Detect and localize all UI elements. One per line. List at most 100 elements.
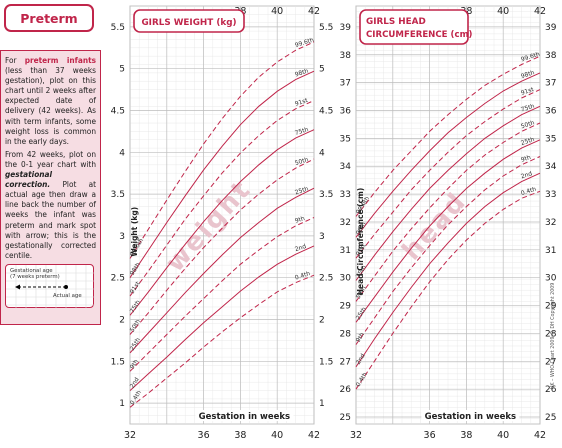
weight-centile-label-end: 75th	[294, 126, 309, 137]
weight-title-box	[133, 9, 245, 33]
weight-title: GIRLS WEIGHT (kg)	[141, 18, 236, 28]
head-centile-91st	[355, 89, 541, 259]
weight-y-tick-right: 3	[319, 232, 325, 242]
head-y-tick-left: 37	[340, 79, 351, 89]
head-y-tick-left: 33	[340, 190, 351, 200]
weight-y-tick-right: 1	[319, 399, 325, 409]
head-centile-label-end: 9th	[520, 154, 532, 164]
head-x-tick-top: 42	[534, 6, 546, 17]
head-centile-0-4th	[355, 190, 541, 390]
instructions-paragraph-1: For preterm infants (less than 37 weeks …	[5, 55, 96, 146]
weight-y-tick-right: 4.5	[319, 107, 333, 117]
head-title-box	[359, 9, 469, 45]
weight-x-tick-bottom: 36	[198, 430, 210, 441]
weight-y-tick-right: 5.5	[319, 23, 333, 33]
preterm-title-box: Preterm	[4, 4, 94, 32]
head-y-tick-left: 34	[340, 162, 352, 172]
head-centile-label-end: 25th	[520, 136, 535, 147]
weight-centile-9th	[129, 217, 315, 372]
weight-x-tick-top: 40	[271, 6, 283, 17]
weight-centile-98th	[129, 70, 315, 278]
weight-centile-75th	[129, 129, 315, 316]
para1-bold: preterm infants	[24, 55, 96, 65]
weight-y-tick-right: 3.5	[319, 190, 333, 200]
head-centile-2nd	[355, 172, 541, 368]
weight-x-axis-label: Gestation in weeks	[199, 412, 290, 422]
weight-centile-0-4th	[129, 274, 315, 408]
head-y-tick-right: 27	[545, 357, 556, 367]
head-centile-99-6th	[355, 55, 541, 217]
charts-area: weight 0.4th 0.4th 2nd 2nd 9th 9th 25th 25th 50th…	[102, 0, 562, 444]
weight-y-tick-left: 1	[119, 399, 125, 409]
head-y-tick-right: 36	[545, 107, 557, 117]
head-y-tick-left: 28	[340, 329, 352, 339]
para2-rest: Plot at actual age then draw a line back…	[5, 179, 96, 260]
weight-centile-99-6th	[129, 41, 315, 259]
head-y-tick-left: 36	[340, 107, 352, 117]
instructions-paragraph-2: From 42 weeks, plot on the 0-1 year char…	[5, 149, 96, 260]
weight-x-tick-bottom: 40	[271, 430, 283, 441]
head-y-tick-left: 31	[340, 246, 351, 256]
head-y-tick-right: 33	[545, 190, 556, 200]
weight-y-tick-left: 2	[119, 316, 125, 326]
weight-x-tick-bottom: 38	[234, 430, 246, 441]
head-y-tick-left: 39	[340, 23, 352, 33]
para2-start: From 42 weeks, plot on the 0-1 year char…	[5, 148, 96, 169]
weight-centile-label-end: 91st	[294, 97, 309, 108]
head-centile-75th	[355, 105, 541, 281]
weight-y-tick-right: 1.5	[319, 357, 333, 367]
weight-y-axis-label: Weight (kg)	[130, 207, 139, 257]
head-y-tick-right: 29	[545, 302, 557, 312]
weight-y-tick-right: 5	[319, 65, 325, 75]
weight-y-tick-right: 2	[319, 316, 325, 326]
preterm-title: Preterm	[20, 10, 78, 26]
weight-chart: weight0.4th0.4th2nd2nd9th9th25th25th50th…	[111, 5, 333, 441]
head-y-tick-right: 38	[545, 51, 557, 61]
weight-y-tick-left: 3	[119, 232, 125, 242]
weight-centile-label-end: 0.4th	[294, 270, 311, 282]
weight-centile-label-start: 9th	[129, 358, 140, 370]
head-title-line1: GIRLS HEAD	[366, 17, 426, 27]
head-y-tick-right: 31	[545, 246, 556, 256]
preterm-sidebar: Preterm For preterm infants (less than 3…	[0, 0, 102, 444]
preterm-instructions: For preterm infants (less than 37 weeks …	[0, 50, 101, 325]
head-y-tick-left: 25	[340, 413, 351, 423]
weight-centile-50th	[129, 158, 315, 335]
weight-y-tick-left: 4.5	[111, 107, 125, 117]
head-centile-label-end: 2nd	[520, 170, 533, 180]
head-centile-label-end: 50th	[520, 119, 535, 130]
head-x-tick-bottom: 40	[497, 430, 509, 441]
head-centile-label-start: 9th	[355, 331, 366, 343]
weight-y-tick-right: 2.5	[319, 274, 333, 284]
head-title-line2: CIRCUMFERENCE (cm)	[366, 30, 473, 40]
head-x-axis-label: Gestation in weeks	[425, 412, 516, 422]
inset-label-preterm: (7 weeks preterm)	[10, 274, 60, 280]
weight-centile-25th	[129, 187, 315, 354]
weight-y-tick-left: 4	[119, 148, 125, 158]
head-y-tick-right: 28	[545, 329, 557, 339]
head-chart: head0.4th0.4th2nd2nd9th9th25th25th50th50…	[340, 5, 557, 441]
weight-xlabel-bg	[195, 410, 294, 421]
head-y-tick-right: 32	[545, 218, 556, 228]
head-centile-label-end: 0.4th	[520, 186, 537, 198]
head-y-tick-right: 37	[545, 79, 556, 89]
head-y-tick-right: 34	[545, 162, 557, 172]
para1-lead: For	[5, 55, 17, 65]
head-x-tick-bottom: 42	[534, 430, 546, 441]
weight-y-tick-left: 3.5	[111, 190, 125, 200]
head-y-tick-left: 30	[340, 274, 352, 284]
head-y-tick-right: 30	[545, 274, 557, 284]
head-y-tick-right: 26	[545, 385, 557, 395]
head-x-tick-top: 40	[497, 6, 509, 17]
weight-x-tick-top: 42	[308, 6, 320, 17]
para1-rest: (less than 37 weeks gestation), plot on …	[5, 65, 96, 146]
head-centile-9th	[355, 156, 541, 345]
weight-y-tick-left: 2.5	[111, 274, 125, 284]
head-y-tick-left: 29	[340, 302, 352, 312]
head-centile-label-end: 98th	[520, 69, 535, 80]
para2-bold: gestational correction.	[5, 169, 52, 190]
head-xlabel-bg	[421, 410, 520, 421]
head-y-tick-left: 38	[340, 51, 352, 61]
growth-charts-svg: weight0.4th0.4th2nd2nd9th9th25th25th50th…	[111, 5, 557, 441]
weight-y-tick-right: 4	[319, 148, 325, 158]
